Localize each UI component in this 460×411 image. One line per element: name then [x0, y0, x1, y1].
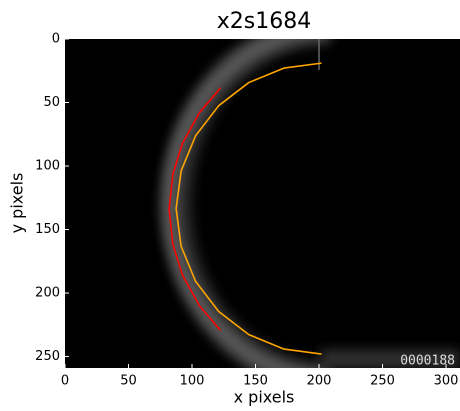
- y-tick-label: 250: [35, 349, 60, 364]
- y-axis-label: y pixels: [8, 173, 27, 234]
- x-tick-label: 0: [61, 374, 69, 389]
- y-tick-label: 0: [52, 32, 60, 47]
- x-tick-label: 100: [180, 374, 205, 389]
- fit-curve: [168, 87, 222, 332]
- y-tick-label: 50: [43, 95, 60, 110]
- y-tick-label: 150: [35, 222, 60, 237]
- x-tick-label: 300: [434, 374, 459, 389]
- image-background: [65, 39, 460, 368]
- chart-title: x2s1684: [217, 9, 311, 34]
- x-tick-label: 150: [243, 374, 268, 389]
- x-tick-label: 250: [370, 374, 395, 389]
- x-tick-label: 50: [120, 374, 137, 389]
- fit-curve: [175, 62, 322, 355]
- x-tick-label: 200: [307, 374, 332, 389]
- x-axis-label: x pixels: [234, 388, 295, 407]
- y-tick-label: 200: [35, 286, 60, 301]
- y-tick-label: 100: [35, 159, 60, 174]
- frame-counter: 0000188: [400, 354, 455, 369]
